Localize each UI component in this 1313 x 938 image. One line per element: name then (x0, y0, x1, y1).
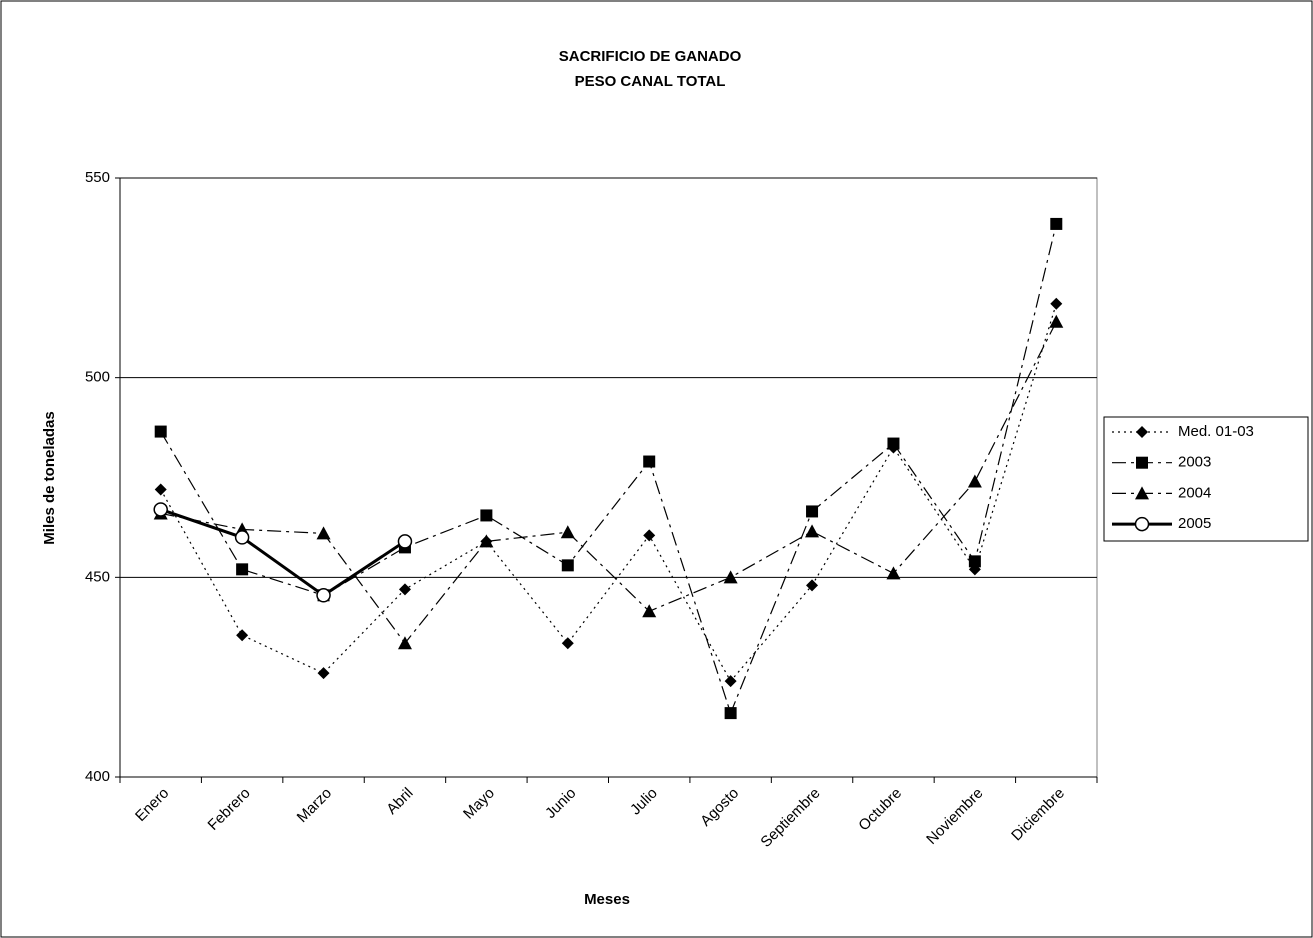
legend-label: 2004 (1178, 484, 1211, 501)
y-axis-title: Miles de toneladas (41, 411, 58, 544)
point (1050, 217, 1063, 230)
point (154, 425, 167, 438)
point (968, 555, 981, 568)
point (316, 588, 331, 603)
point (560, 525, 575, 539)
point (561, 637, 574, 650)
y-tick-label: 400 (85, 768, 110, 785)
point (153, 502, 168, 517)
point (805, 524, 820, 538)
point (154, 483, 167, 496)
legend-marker (1136, 456, 1148, 469)
point (317, 667, 330, 680)
series-line (160, 321, 1057, 645)
legend-label: 2003 (1178, 454, 1211, 471)
point (724, 707, 737, 720)
point (234, 530, 250, 545)
series-line (160, 223, 1057, 715)
legend-label: Med. 01-03 (1178, 423, 1254, 440)
point (967, 474, 982, 488)
point (236, 629, 249, 642)
point (561, 559, 574, 572)
chart-subtitle: PESO CANAL TOTAL (575, 73, 726, 90)
point (397, 636, 412, 650)
point (806, 505, 819, 518)
point (887, 437, 900, 450)
legend-marker (1136, 426, 1148, 438)
point (480, 509, 493, 522)
series-line (160, 303, 1057, 683)
y-tick-label: 450 (85, 568, 110, 585)
point (886, 566, 901, 580)
point (316, 526, 331, 540)
point (1049, 314, 1064, 328)
point (643, 455, 656, 468)
point (398, 583, 411, 596)
point (397, 534, 413, 549)
point (642, 604, 657, 618)
y-tick-label: 500 (85, 369, 110, 386)
point (643, 529, 656, 542)
legend-marker (1134, 516, 1150, 532)
series-line (160, 508, 406, 598)
point (236, 563, 249, 576)
point (723, 570, 738, 584)
point (806, 579, 819, 592)
y-tick-label: 550 (85, 169, 110, 186)
legend-marker (1135, 486, 1149, 500)
x-axis-title: Meses (584, 891, 630, 908)
point (479, 534, 494, 548)
chart-title: SACRIFICIO DE GANADO (559, 48, 742, 65)
legend-label: 2005 (1178, 515, 1211, 532)
point (724, 675, 737, 688)
point (1050, 297, 1063, 310)
